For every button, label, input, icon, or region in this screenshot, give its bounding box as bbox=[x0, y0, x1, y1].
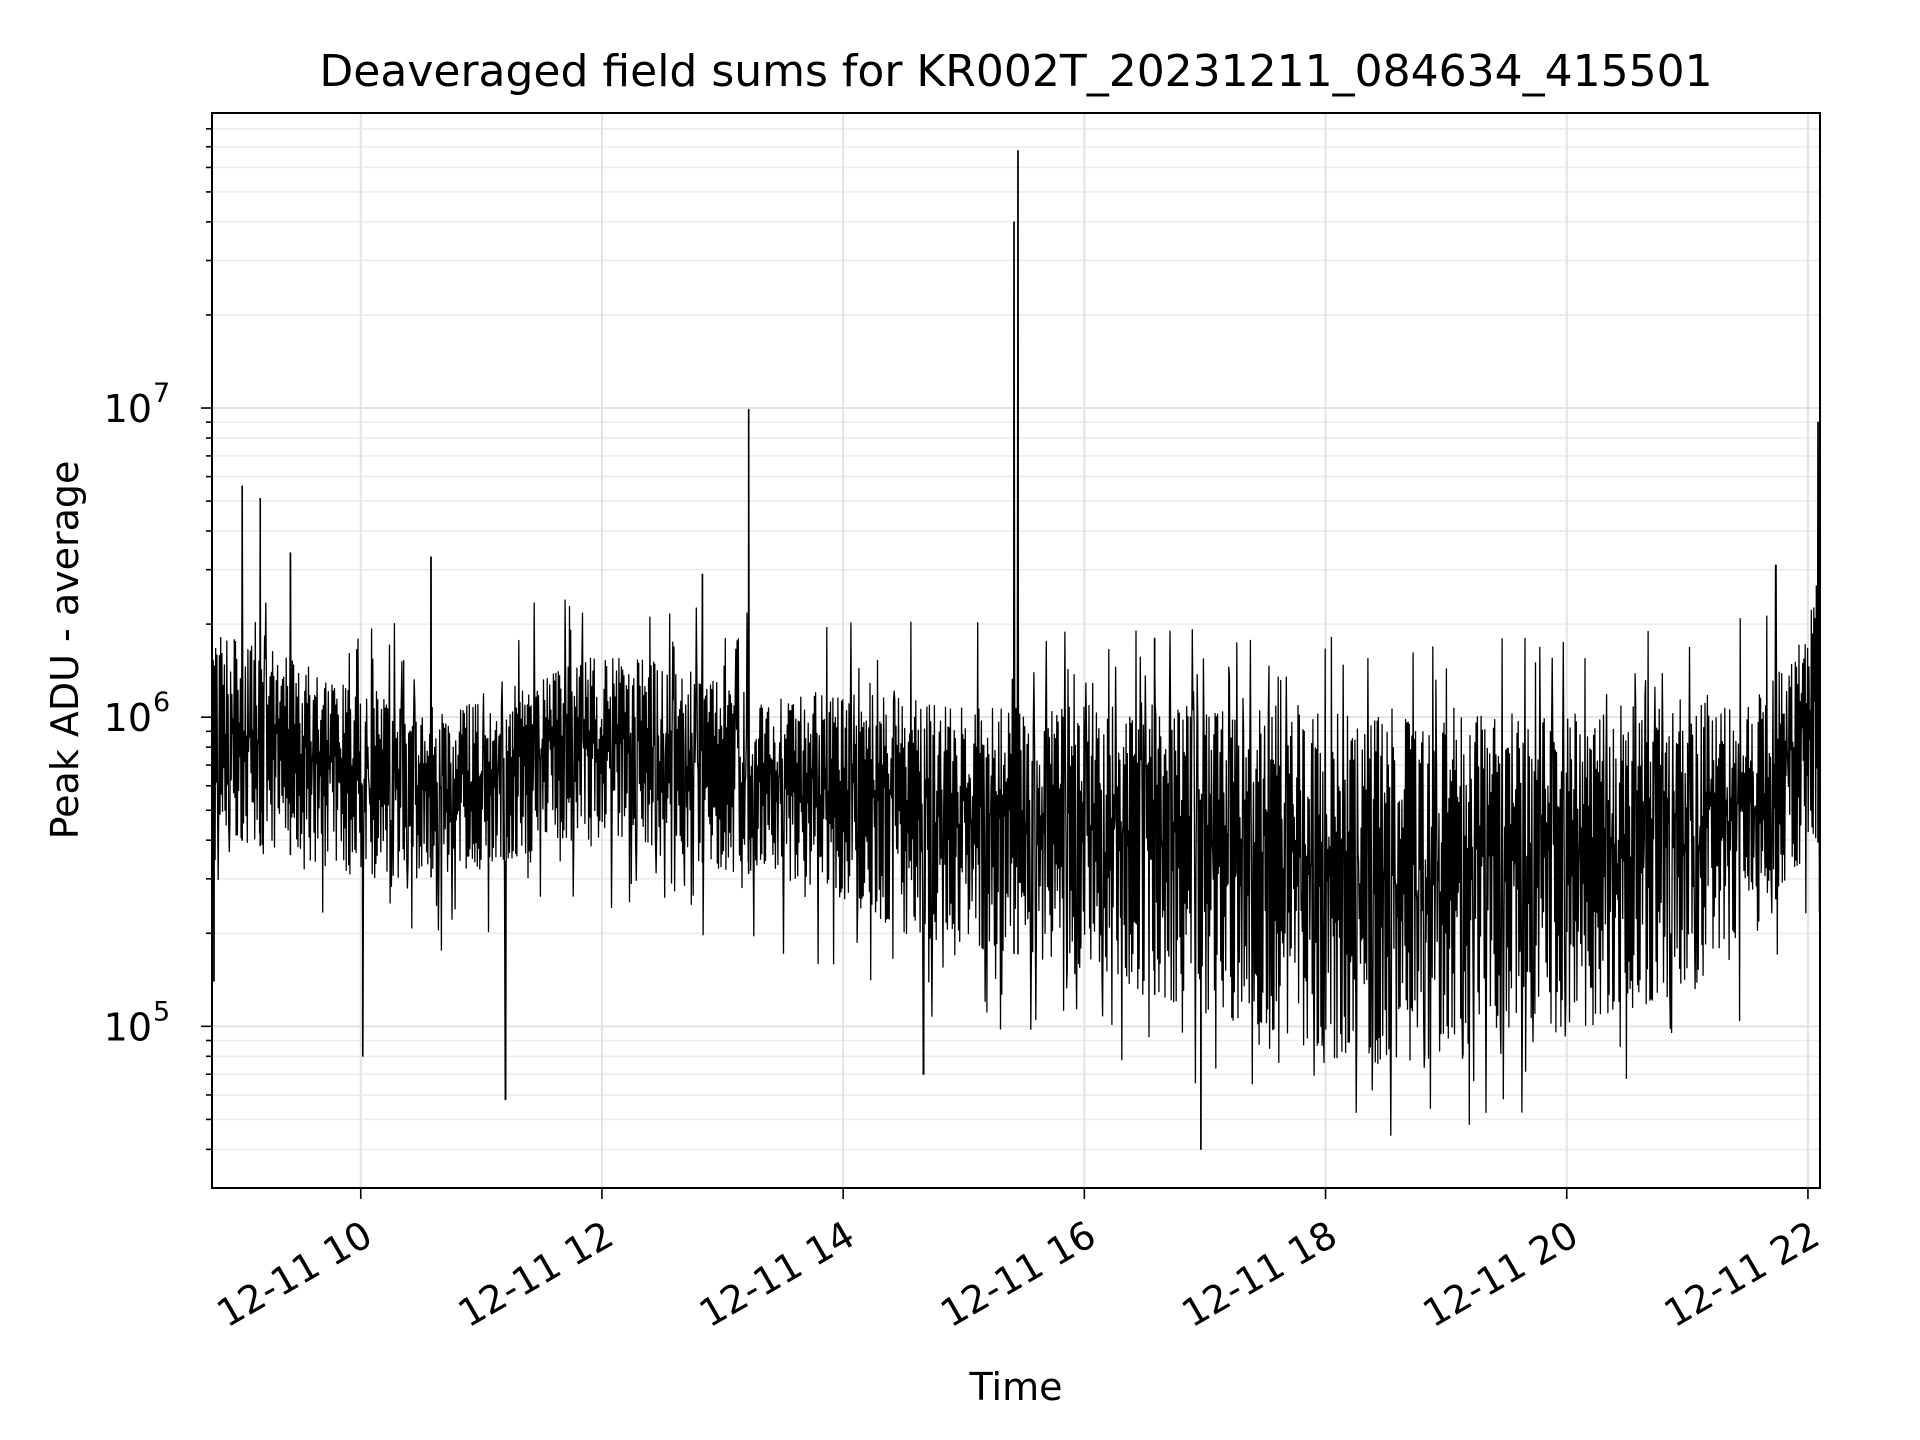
y-axis-label: Peak ADU - average bbox=[43, 461, 87, 840]
x-tick-label: 12-11 22 bbox=[1657, 1212, 1827, 1336]
y-tick-label: 10 bbox=[104, 1005, 152, 1049]
y-tick-label-exponent: 5 bbox=[153, 996, 170, 1027]
x-tick-label: 12-11 14 bbox=[692, 1212, 862, 1336]
grid bbox=[212, 113, 1820, 1188]
x-tick-label: 12-11 20 bbox=[1416, 1212, 1586, 1336]
y-tick-label-exponent: 7 bbox=[153, 378, 170, 409]
series bbox=[211, 149, 1821, 1151]
x-axis-label: Time bbox=[969, 1365, 1063, 1409]
chart-title: Deaveraged field sums for KR002T_2023121… bbox=[319, 46, 1712, 97]
plot-frame bbox=[211, 112, 1821, 1189]
y-tick-label-exponent: 6 bbox=[153, 687, 170, 718]
x-tick-label: 12-11 18 bbox=[1174, 1212, 1344, 1336]
series-line bbox=[211, 149, 1821, 1151]
y-tick-label: 10 bbox=[104, 387, 152, 431]
y-tick-label: 10 bbox=[104, 696, 152, 740]
x-tick-label: 12-11 16 bbox=[933, 1212, 1103, 1336]
x-tick-label: 12-11 10 bbox=[210, 1212, 380, 1336]
x-tick-label: 12-11 12 bbox=[451, 1212, 621, 1336]
